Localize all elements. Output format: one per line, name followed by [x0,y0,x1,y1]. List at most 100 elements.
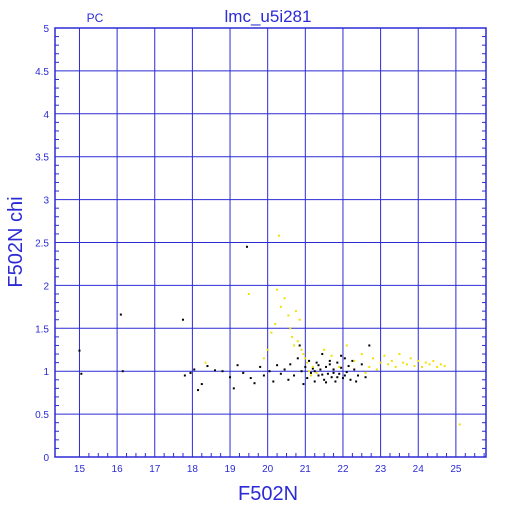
data-point-yellow [298,318,301,321]
data-point-yellow [283,297,286,300]
data-points [78,234,461,426]
data-point-yellow [443,365,446,368]
data-point-black [340,366,343,369]
data-point-yellow [262,357,265,360]
data-point-black [326,372,329,375]
data-point-yellow [424,361,427,364]
data-point-black [206,365,209,368]
data-point-black [287,378,290,381]
data-point-yellow [409,357,412,360]
data-point-yellow [293,344,296,347]
data-point-yellow [302,353,305,356]
data-point-yellow [308,370,311,373]
data-point-black [330,376,333,379]
x-tick-label: 21 [300,464,312,475]
data-point-black [242,371,245,374]
data-point-black [336,376,339,379]
y-tick-label: 2 [43,281,49,292]
data-point-black [78,349,81,352]
data-point-black [304,365,307,368]
x-tick-label: 19 [224,464,236,475]
data-point-yellow [390,359,393,362]
data-point-black [349,378,352,381]
chart-title: lmc_u5i281 [225,7,312,26]
data-point-yellow [364,371,367,374]
data-point-black [313,380,316,383]
data-point-yellow [417,359,420,362]
data-point-yellow [315,371,318,374]
data-point-yellow [304,357,307,360]
data-point-black [276,364,279,367]
data-point-black [121,370,124,373]
x-tick-label: 25 [450,464,462,475]
chart-tag: PC [87,11,104,25]
data-point-black [181,318,184,321]
x-tick-label: 18 [187,464,199,475]
data-point-yellow [439,363,442,366]
data-point-black [296,357,299,360]
y-tick-label: 1 [43,367,49,378]
data-point-yellow [338,365,341,368]
y-tick-label: 0.5 [35,410,49,421]
data-point-black [328,359,331,362]
data-point-yellow [330,354,333,357]
data-point-black [341,377,344,380]
data-point-black [311,367,314,370]
data-point-yellow [375,368,378,371]
data-point-yellow [311,365,314,368]
data-point-yellow [368,365,371,368]
data-point-black [183,374,186,377]
data-point-black [245,245,248,248]
data-point-black [279,372,282,375]
data-point-black [268,370,271,373]
data-point-yellow [432,359,435,362]
data-point-yellow [279,305,282,308]
data-point-yellow [405,363,408,366]
x-tick-label: 23 [375,464,387,475]
data-point-black [336,361,339,364]
data-point-black [338,372,341,375]
data-point-black [298,344,301,347]
x-tick-label: 22 [337,464,349,475]
data-point-black [347,365,350,368]
data-point-black [119,313,122,316]
data-point-yellow [287,314,290,317]
data-point-black [355,380,358,383]
x-tick-label: 16 [112,464,124,475]
data-point-black [343,357,346,360]
data-point-yellow [402,361,405,364]
data-point-yellow [247,292,250,295]
y-tick-label: 5 [43,24,49,35]
data-point-yellow [309,374,312,377]
data-point-black [259,365,262,368]
data-point-yellow [289,327,292,330]
data-point-yellow [276,288,279,291]
data-point-yellow [383,354,386,357]
data-point-yellow [360,353,363,356]
plot-frame [54,27,487,458]
data-point-black [317,374,320,377]
data-point-black [193,368,196,371]
data-point-black [325,365,328,368]
data-point-black [343,374,346,377]
data-point-black [253,382,256,385]
data-point-black [229,376,232,379]
data-point-yellow [394,365,397,368]
data-point-black [189,371,192,374]
data-point-black [262,374,265,377]
data-point-black [313,370,316,373]
data-point-yellow [274,323,277,326]
data-point-yellow [436,365,439,368]
data-point-yellow [458,423,461,426]
data-point-black [309,371,312,374]
data-point-black [221,370,224,373]
data-point-yellow [296,340,299,343]
data-point-black [283,368,286,371]
y-tick-label: 0 [43,453,49,464]
data-point-yellow [413,365,416,368]
data-point-black [293,374,296,377]
data-point-yellow [294,310,297,313]
data-point-black [328,363,331,366]
x-tick-label: 24 [413,464,425,475]
data-point-yellow [204,361,207,364]
